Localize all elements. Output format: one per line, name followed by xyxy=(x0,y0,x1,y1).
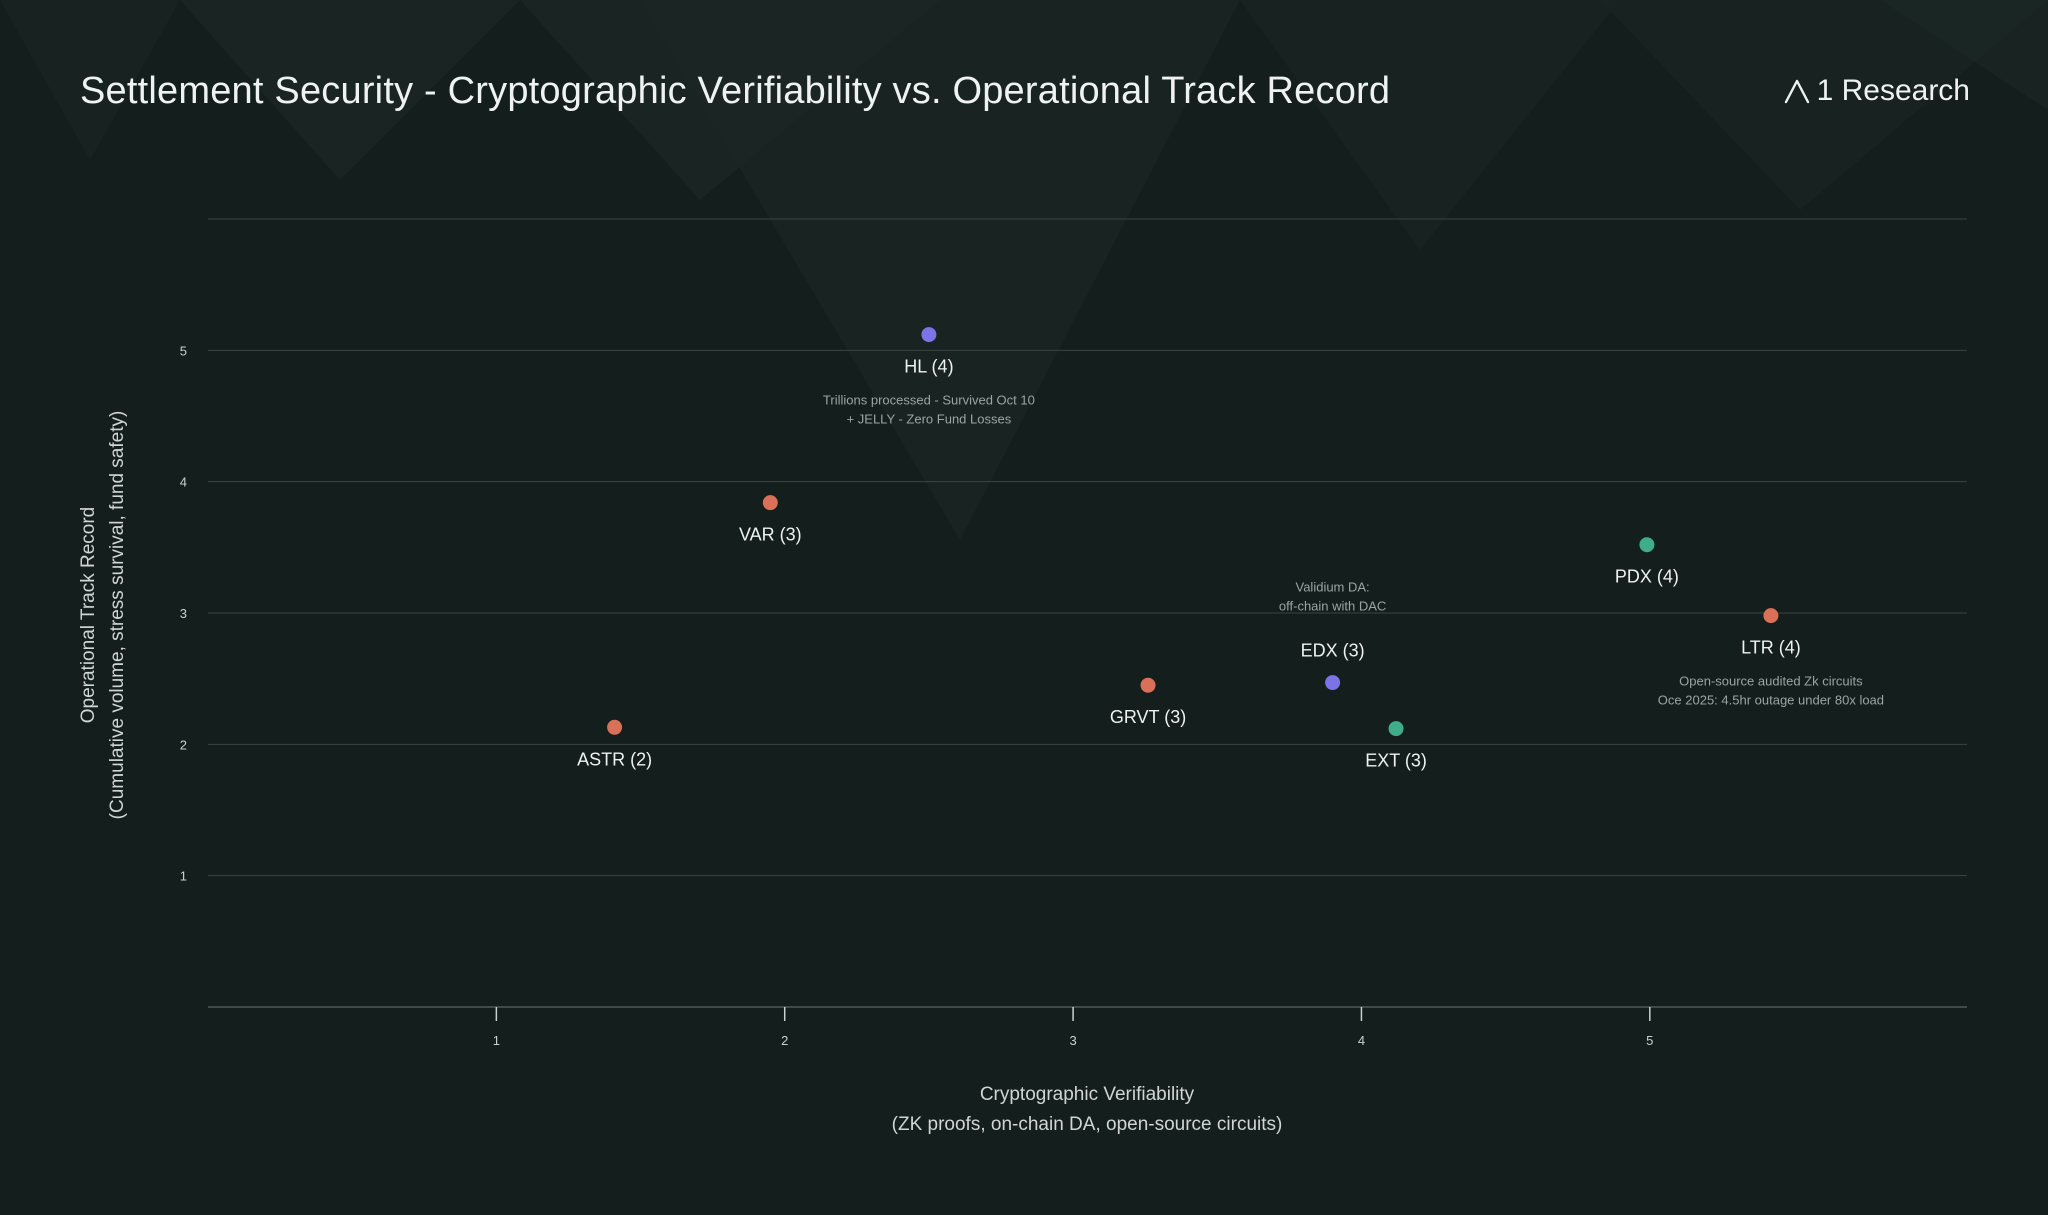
y-tick-label: 1 xyxy=(180,869,187,884)
point-annotation: Validium DA: xyxy=(1296,580,1370,595)
data-point xyxy=(1325,675,1341,691)
data-point xyxy=(1388,721,1404,737)
brand-name: 1 Research xyxy=(1816,74,1970,107)
axes: 1 2 3 4 5 1 2 3 4 5 xyxy=(180,343,1967,1048)
page-title: Settlement Security - Cryptographic Veri… xyxy=(80,70,1391,112)
brand-logo: 1 Research xyxy=(1783,74,1970,108)
x-tick-label: 2 xyxy=(781,1033,788,1048)
point-annotation: + JELLY - Zero Fund Losses xyxy=(847,412,1012,427)
lambda-logo-icon xyxy=(1784,79,1809,104)
point-label: EDX (3) xyxy=(1301,641,1365,661)
point-annotation: Oce 2025: 4.5hr outage under 80x load xyxy=(1658,693,1884,708)
point-label: HL (4) xyxy=(904,357,953,377)
point-label: ASTR (2) xyxy=(577,749,652,769)
point-label: VAR (3) xyxy=(739,525,802,545)
point-annotation: Trillions processed - Survived Oct 10 xyxy=(823,393,1035,408)
y-axis-subtitle: (Cumulative volume, stress survival, fun… xyxy=(107,411,128,820)
y-tick-label: 5 xyxy=(180,343,187,358)
point-label: PDX (4) xyxy=(1615,567,1679,587)
x-tick-label: 1 xyxy=(493,1033,500,1048)
data-point xyxy=(762,495,778,511)
data-point xyxy=(921,327,937,343)
data-point xyxy=(607,719,623,735)
point-label: GRVT (3) xyxy=(1110,707,1186,727)
y-tick-label: 2 xyxy=(180,737,187,752)
data-points: HL (4) Trillions processed - Survived Oct… xyxy=(577,327,1884,771)
data-point xyxy=(1140,677,1156,693)
x-tick-label: 5 xyxy=(1646,1033,1653,1048)
x-axis-subtitle: (ZK proofs, on-chain DA, open-source cir… xyxy=(892,1114,1283,1135)
grid-lines xyxy=(208,218,1967,877)
x-tick-label: 4 xyxy=(1358,1033,1365,1048)
y-axis-title: Operational Track Record xyxy=(78,507,99,724)
x-axis-title: Cryptographic Verifiability xyxy=(980,1084,1195,1105)
point-annotation: Open-source audited Zk circuits xyxy=(1679,674,1863,689)
data-point xyxy=(1763,608,1779,624)
point-annotation: off-chain with DAC xyxy=(1279,599,1386,614)
point-label: EXT (3) xyxy=(1365,751,1427,771)
data-point xyxy=(1639,537,1655,553)
point-label: LTR (4) xyxy=(1741,638,1801,658)
x-tick-label: 3 xyxy=(1069,1033,1076,1048)
y-tick-label: 3 xyxy=(180,606,187,621)
y-tick-label: 4 xyxy=(180,475,187,490)
